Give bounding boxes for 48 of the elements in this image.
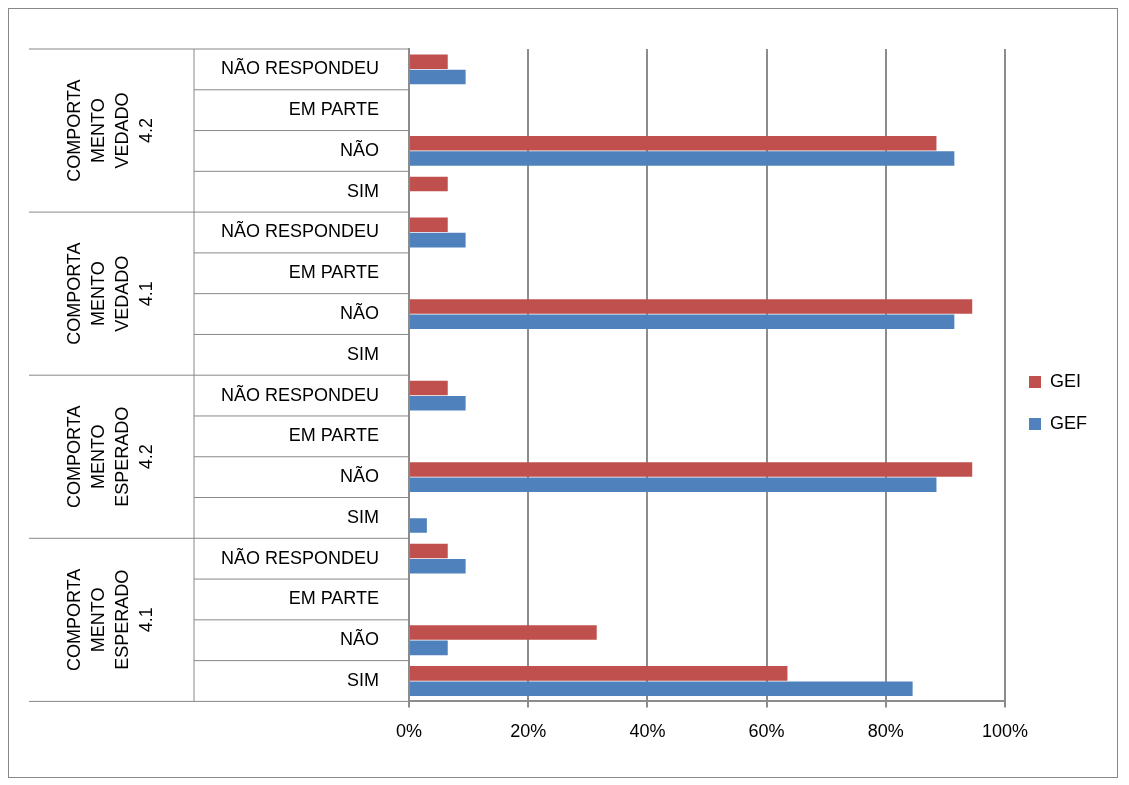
x-tick-label: 20% [510, 721, 547, 742]
bar [410, 136, 937, 151]
bar [410, 640, 448, 656]
y-tick-label: EM PARTE [288, 262, 379, 283]
x-tick-label: 60% [748, 721, 785, 742]
y-tick-label: NÃO [339, 628, 379, 650]
bar [410, 666, 788, 681]
bar [410, 151, 955, 166]
y-tick-label: NÃO RESPONDEU [220, 383, 379, 405]
y-tick-label: SIM [346, 669, 379, 690]
x-tick-label: 80% [867, 721, 904, 742]
text: COMPORTA MENTO ESPERADO 4.2 [64, 405, 157, 508]
x-tick-label: 100% [981, 721, 1029, 742]
y-tick-label: NÃO [339, 465, 379, 487]
bar [410, 462, 973, 477]
text: COMPORTA MENTO ESPERADO 4.1 [64, 568, 157, 672]
y-tick-label: NÃO [339, 138, 379, 160]
bar [410, 217, 448, 233]
y-tick-label: SIM [346, 343, 379, 364]
bar [410, 477, 937, 493]
bar [410, 380, 448, 396]
bar [410, 176, 448, 192]
text: COMPORTA MENTO VEDADO 4.1 [64, 242, 157, 345]
legend-label: GEI [1050, 370, 1082, 391]
bar [410, 54, 448, 70]
x-tick-label: 0% [395, 721, 423, 742]
text: COMPORTA MENTO VEDADO 4.2 [64, 79, 157, 182]
bar [410, 559, 466, 574]
legend-label: GEF [1050, 412, 1088, 433]
bar [410, 395, 466, 411]
y-tick-label: NÃO [339, 302, 379, 324]
y-tick-label: SIM [346, 506, 379, 527]
x-tick-label: 40% [629, 721, 666, 742]
y-tick-label: EM PARTE [288, 99, 379, 120]
y-tick-label: EM PARTE [288, 425, 379, 446]
bar [410, 543, 448, 559]
bar [410, 681, 913, 696]
bar [410, 69, 466, 85]
bar [410, 314, 955, 329]
bar [410, 518, 427, 533]
y-tick-label: NÃO RESPONDEU [220, 57, 379, 79]
bar [410, 232, 466, 248]
bar [410, 625, 597, 640]
y-tick-label: EM PARTE [288, 588, 379, 609]
y-tick-label: SIM [346, 180, 379, 201]
bar [410, 299, 973, 314]
y-tick-label: NÃO RESPONDEU [220, 220, 379, 242]
y-tick-label: NÃO RESPONDEU [220, 546, 379, 568]
